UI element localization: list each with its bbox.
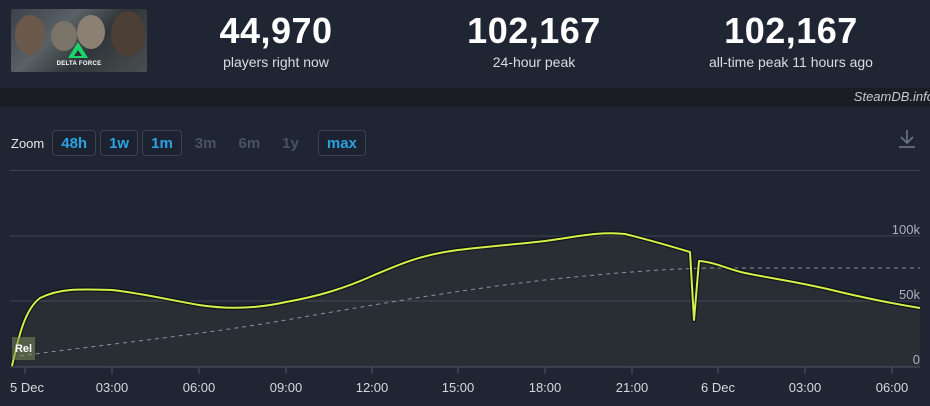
zoom-1m-button[interactable]: 1m <box>142 130 182 156</box>
capsule-title: DELTA FORCE <box>56 61 102 67</box>
player-area-fill <box>12 233 920 367</box>
zoom-6m-button: 6m <box>238 134 261 152</box>
steamdb-credit: SteamDB.info <box>853 89 930 104</box>
peak-24h-label: 24-hour peak <box>492 54 576 70</box>
x-label-2100: 21:00 <box>615 380 649 395</box>
current-players-value: 44,970 <box>219 10 333 51</box>
game-capsule-image[interactable]: DELTA FORCE <box>11 9 147 72</box>
y-label-100k: 100k <box>891 222 920 237</box>
x-label-0600-b: 06:00 <box>875 380 909 395</box>
y-label-50k: 50k <box>899 287 920 302</box>
y-label-0: 0 <box>912 352 920 367</box>
zoom-label: Zoom <box>11 135 45 151</box>
all-time-peak-value: 102,167 <box>724 10 858 51</box>
x-label-5dec: 5 Dec <box>10 380 44 395</box>
x-label-1500: 15:00 <box>441 380 475 395</box>
zoom-controls: Zoom 48h 1w 1m 3m 6m 1y max <box>11 130 370 156</box>
x-label-0900: 09:00 <box>269 380 303 395</box>
zoom-3m-button: 3m <box>194 134 217 152</box>
current-players-label: players right now <box>223 54 329 70</box>
download-icon[interactable] <box>897 128 917 150</box>
release-badge[interactable]: Rel <box>12 337 35 360</box>
x-label-0300-b: 03:00 <box>788 380 822 395</box>
chart-panel <box>0 107 930 406</box>
zoom-1w-button[interactable]: 1w <box>100 130 139 156</box>
x-label-0300: 03:00 <box>95 380 129 395</box>
x-label-1800: 18:00 <box>528 380 562 395</box>
zoom-48h-button[interactable]: 48h <box>52 130 97 156</box>
player-count-line <box>11 232 921 367</box>
credit-bar: SteamDB.info <box>0 88 930 107</box>
x-axis-ticks <box>24 367 893 374</box>
header: DELTA FORCE 44,970 players right now 102… <box>0 0 930 88</box>
zoom-1y-button: 1y <box>282 134 299 152</box>
stat-current-players: 44,970 players right now <box>166 10 386 70</box>
x-label-0600: 06:00 <box>182 380 216 395</box>
x-label-6dec: 6 Dec <box>701 380 735 395</box>
all-time-peak-label: all-time peak 11 hours ago <box>709 54 873 70</box>
stat-all-time-peak: 102,167 all-time peak 11 hours ago <box>681 10 901 70</box>
trend-dashed-line <box>11 267 920 358</box>
peak-24h-value: 102,167 <box>467 10 601 51</box>
x-label-1200: 12:00 <box>355 380 389 395</box>
zoom-max-button[interactable]: max <box>317 130 366 156</box>
zoom-separator <box>10 170 920 171</box>
stat-24h-peak: 102,167 24-hour peak <box>424 10 644 70</box>
